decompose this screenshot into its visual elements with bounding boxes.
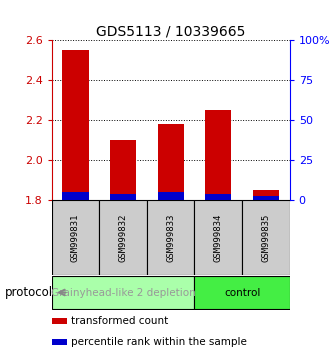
Bar [194, 200, 242, 275]
Bar [52, 339, 67, 345]
Bar [110, 194, 136, 200]
Bar [205, 194, 231, 200]
Bar [253, 196, 279, 200]
Text: transformed count: transformed count [71, 316, 168, 326]
Text: GSM999832: GSM999832 [119, 213, 128, 262]
Text: Grainyhead-like 2 depletion: Grainyhead-like 2 depletion [51, 287, 195, 297]
Bar [52, 200, 99, 275]
Bar [158, 192, 184, 200]
Text: GSM999831: GSM999831 [71, 213, 80, 262]
Text: percentile rank within the sample: percentile rank within the sample [71, 337, 246, 347]
Text: GSM999835: GSM999835 [261, 213, 270, 262]
Bar [62, 50, 89, 200]
Text: control: control [224, 287, 260, 297]
Bar [62, 192, 89, 200]
Title: GDS5113 / 10339665: GDS5113 / 10339665 [96, 25, 245, 39]
Bar [52, 318, 67, 324]
Bar [52, 276, 194, 309]
Text: GSM999834: GSM999834 [214, 213, 223, 262]
Bar [253, 190, 279, 200]
Bar [158, 124, 184, 200]
Bar [147, 200, 194, 275]
Bar [205, 110, 231, 200]
Bar [194, 276, 290, 309]
Bar [110, 140, 136, 200]
Text: GSM999833: GSM999833 [166, 213, 175, 262]
Bar [99, 200, 147, 275]
Text: protocol: protocol [4, 286, 53, 299]
Bar [242, 200, 290, 275]
